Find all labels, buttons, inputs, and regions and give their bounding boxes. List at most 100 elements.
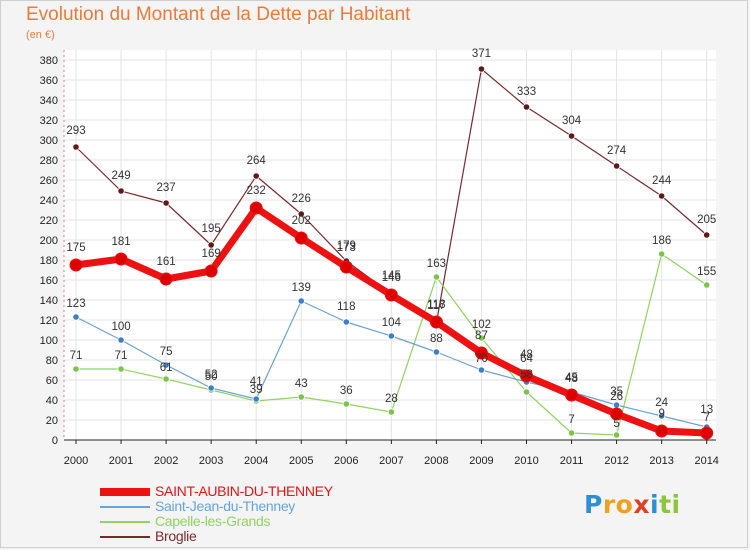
data-label: 28: [385, 393, 398, 405]
data-label: 61: [160, 362, 173, 374]
data-label: 102: [472, 319, 491, 331]
data-label: 26: [610, 391, 623, 403]
data-point: [700, 426, 714, 440]
data-point: [522, 388, 531, 396]
data-point: [72, 365, 80, 373]
data-point: [522, 103, 531, 111]
y-tick-label: 160: [40, 275, 58, 287]
data-label: 39: [250, 384, 263, 396]
data-label: 226: [292, 193, 311, 205]
legend-item-saint-aubin-du-thenney: SAINT-AUBIN-DU-THENNEY: [100, 483, 420, 499]
logo-letter: o: [615, 490, 634, 519]
data-point: [612, 162, 621, 170]
data-label: 145: [382, 270, 401, 282]
data-label: 87: [475, 330, 488, 342]
data-label: 71: [115, 350, 128, 362]
data-point: [69, 258, 83, 272]
chart-grid: [64, 50, 716, 441]
data-label: 9: [658, 408, 664, 420]
y-tick-label: 220: [40, 215, 58, 227]
x-tick-label: 2007: [379, 455, 403, 467]
logo-letter: x: [633, 490, 650, 519]
plot-area: [64, 50, 716, 440]
data-label: 45: [565, 372, 578, 384]
x-tick-label: 2014: [694, 455, 718, 467]
data-label: 13: [700, 404, 713, 416]
data-label: 169: [202, 248, 221, 260]
x-tick-label: 2001: [109, 455, 133, 467]
data-point: [162, 199, 170, 207]
data-point: [432, 273, 440, 281]
y-tick-label: 20: [46, 415, 58, 427]
data-label: 48: [565, 373, 578, 385]
data-label: 123: [66, 298, 85, 310]
legend-item-capelle-les-grands: Capelle-les-Grands: [100, 513, 420, 529]
data-point: [297, 210, 305, 218]
x-tick-label: 2009: [469, 455, 493, 467]
data-point: [567, 429, 576, 437]
data-point: [339, 260, 353, 274]
legend-label: Saint-Jean-du-Thenney: [155, 498, 296, 514]
x-tick-label: 2012: [604, 455, 628, 467]
legend-item-broglie: Broglie: [100, 528, 420, 544]
y-tick-label: 360: [40, 75, 58, 87]
data-label: 118: [337, 301, 355, 313]
data-label: 64: [520, 353, 533, 365]
data-label: 264: [247, 155, 267, 167]
data-point: [114, 252, 128, 266]
data-label: 7: [568, 414, 574, 426]
y-tick-label: 40: [46, 395, 58, 407]
data-label: 139: [292, 282, 311, 294]
data-label: 205: [697, 214, 716, 226]
data-point: [342, 318, 350, 326]
data-point: [342, 400, 350, 408]
y-tick-label: 280: [40, 155, 58, 167]
data-label: 163: [427, 258, 446, 270]
data-point: [252, 172, 260, 180]
chart-series: [69, 65, 714, 440]
data-point: [297, 393, 305, 401]
x-tick-label: 2002: [154, 455, 178, 467]
data-label: 52: [205, 369, 218, 381]
y-tick-label: 300: [40, 135, 58, 147]
data-label: 118: [427, 299, 445, 311]
data-point: [294, 231, 308, 245]
data-label: 75: [160, 346, 173, 358]
y-tick-label: 140: [40, 295, 58, 307]
legend-item-saint-jean-du-thenney: Saint-Jean-du-Thenney: [100, 498, 420, 514]
y-tick-label: 200: [40, 235, 58, 247]
data-label: 50: [205, 371, 218, 383]
data-point: [567, 132, 576, 140]
legend-swatch: [100, 536, 150, 538]
legend-swatch: [100, 488, 150, 496]
data-point: [477, 65, 486, 73]
series-saint-aubin-du-thenney: [69, 201, 714, 440]
chart-title: Evolution du Montant de la Dette par Hab…: [26, 4, 411, 25]
y-tick-label: 260: [40, 175, 58, 187]
data-label: 186: [652, 235, 671, 247]
data-point: [703, 281, 711, 289]
data-point: [72, 143, 80, 151]
x-tick-label: 2013: [649, 455, 673, 467]
data-label: 146: [382, 272, 401, 284]
data-point: [610, 407, 624, 421]
data-point: [429, 315, 443, 329]
data-label: 293: [66, 125, 85, 137]
data-label: 175: [66, 242, 85, 254]
data-label: 104: [382, 317, 402, 329]
data-point: [477, 366, 486, 374]
x-tick-label: 2005: [289, 455, 313, 467]
legend-swatch: [100, 521, 150, 523]
data-label: 181: [111, 236, 130, 248]
data-label: 274: [607, 145, 627, 157]
legend-label: Broglie: [155, 528, 197, 544]
data-point: [565, 388, 579, 402]
data-label: 117: [427, 300, 445, 312]
x-tick-label: 2008: [424, 455, 448, 467]
x-tick-label: 2004: [244, 455, 268, 467]
data-label: 24: [655, 397, 668, 409]
data-label: 173: [337, 242, 356, 254]
data-point: [655, 424, 669, 438]
data-label: 58: [520, 369, 533, 381]
